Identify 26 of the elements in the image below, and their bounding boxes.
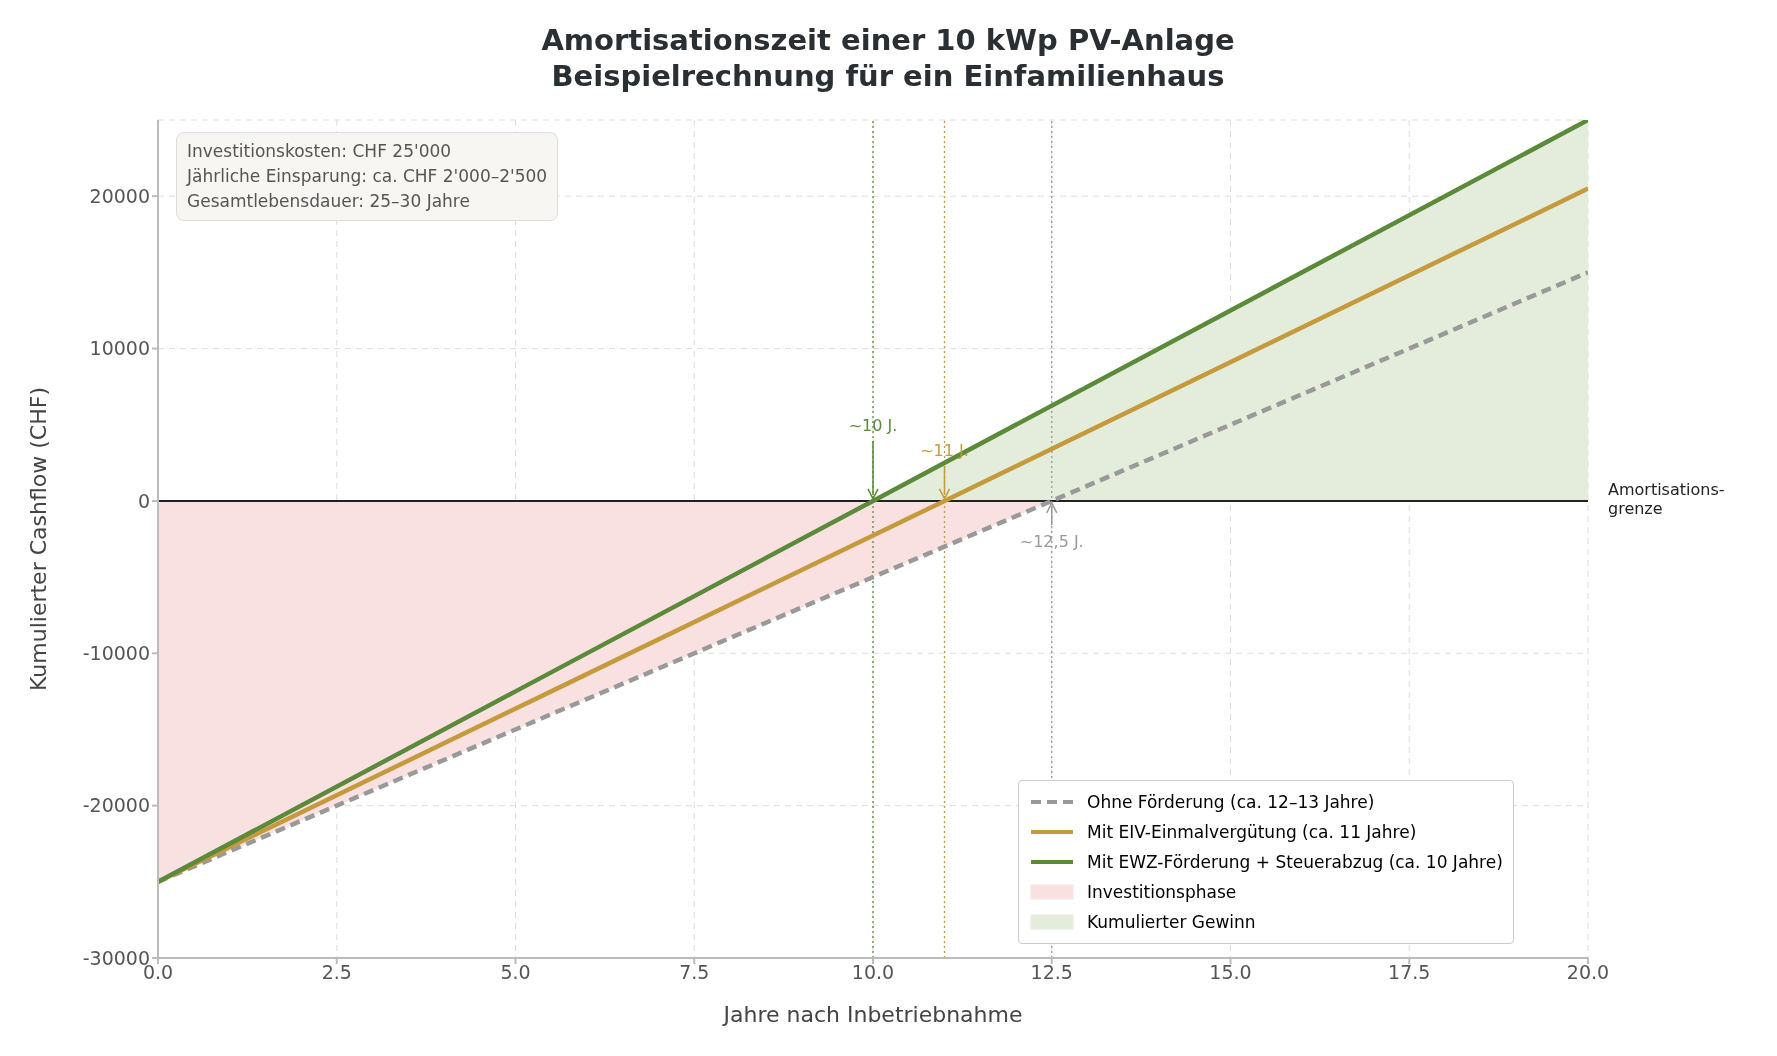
x-tick-label: 7.5 bbox=[679, 961, 710, 984]
y-tick-label: 10000 bbox=[89, 337, 150, 360]
annotation: ~10 J. bbox=[848, 415, 898, 435]
annotation: Investitionskosten: CHF 25'000 Jährliche Einsparung: ca. CHF 2'000–2'500 Gesamtlebensdauer: 25–30 Jahre bbox=[176, 132, 559, 221]
x-tick-label: 15.0 bbox=[1209, 961, 1252, 984]
x-tick-label: 12.5 bbox=[1030, 961, 1073, 984]
legend-label: Mit EIV-Einmalvergütung (ca. 11 Jahre) bbox=[1087, 822, 1417, 842]
legend-label: Mit EWZ-Förderung + Steuerabzug (ca. 10 Jahre) bbox=[1087, 852, 1503, 872]
x-tick-label: 5.0 bbox=[500, 961, 531, 984]
x-axis-title: Jahre nach Inbetriebnahme bbox=[721, 1002, 1023, 1027]
legend-label: Ohne Förderung (ca. 12–13 Jahre) bbox=[1087, 792, 1375, 812]
ref-line-label: Amortisations- grenze bbox=[1608, 479, 1725, 518]
y-tick-label: 0 bbox=[137, 489, 150, 512]
legend-label: Investitionsphase bbox=[1087, 882, 1237, 902]
x-tick-label: 20.0 bbox=[1566, 961, 1610, 984]
y-tick-label: 20000 bbox=[89, 184, 150, 207]
x-tick-label: 10.0 bbox=[851, 961, 895, 984]
y-axis-title: Kumulierter Cashflow (CHF) bbox=[25, 387, 51, 691]
chart-title: Amortisationszeit einer 10 kWp PV-Anlage bbox=[540, 22, 1236, 58]
legend-label: Kumulierter Gewinn bbox=[1087, 912, 1256, 932]
x-tick-label: 2.5 bbox=[321, 961, 352, 984]
y-tick-label: -20000 bbox=[82, 794, 150, 817]
annotation: ~12,5 J. bbox=[1019, 531, 1084, 551]
x-tick-label: 17.5 bbox=[1388, 961, 1431, 984]
y-tick-label: -10000 bbox=[82, 642, 150, 665]
chart-subtitle: Beispielrechnung für ein Einfamilienhaus bbox=[550, 58, 1226, 94]
